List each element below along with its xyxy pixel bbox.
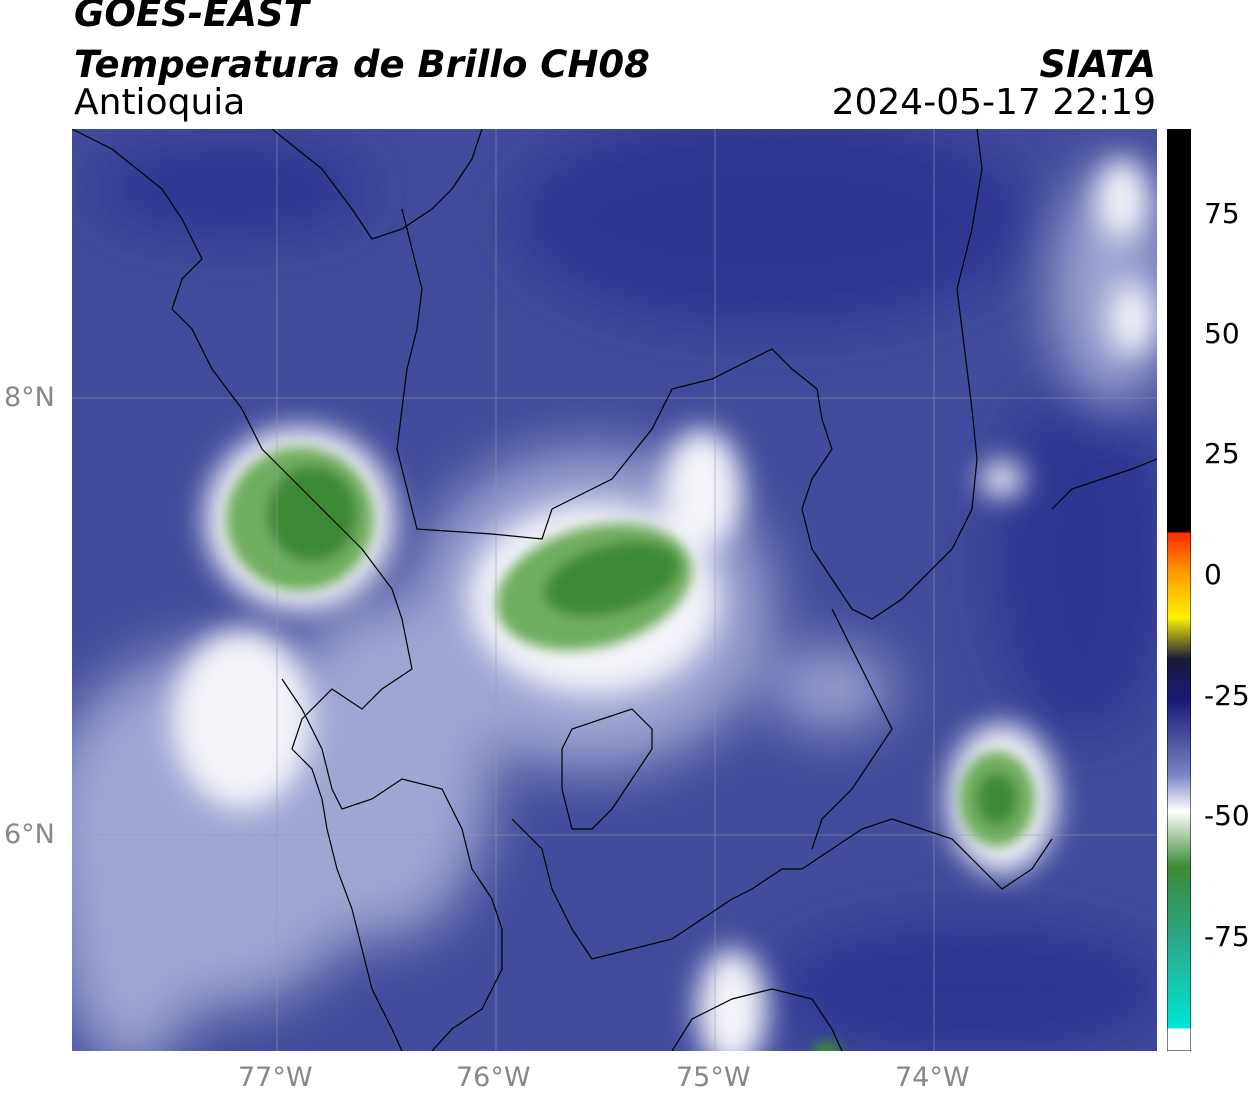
- southern-border: [511, 818, 1053, 960]
- west-inner-border: [281, 678, 503, 1051]
- lon-label-76w: 76°W: [456, 1062, 531, 1093]
- colorbar-tick-minus75: -75: [1204, 920, 1250, 953]
- convective-cores: [226, 447, 1035, 1051]
- river-border: [1051, 458, 1157, 510]
- satellite-title: GOES-EAST: [74, 0, 309, 35]
- south-edge-border: [671, 988, 843, 1051]
- lon-label-77w: 77°W: [238, 1062, 313, 1093]
- boundaries: [72, 129, 1157, 1051]
- datetime-label: 2024-05-17 22:19: [831, 82, 1156, 123]
- colorbar-tick-minus50: -50: [1204, 799, 1250, 832]
- lat-label-8n: 8°N: [4, 382, 55, 413]
- colorbar-gradient: [1167, 129, 1191, 1051]
- product-title: Temperatura de Brillo CH08: [74, 43, 650, 86]
- satellite-map: [72, 129, 1157, 1051]
- eastern-border: [811, 608, 893, 850]
- valle-border: [561, 708, 653, 830]
- lon-label-75w: 75°W: [676, 1062, 751, 1093]
- lon-label-74w: 74°W: [895, 1062, 970, 1093]
- gulf-coast: [271, 129, 483, 240]
- colorbar-tick-50: 50: [1204, 317, 1240, 350]
- gridlines: [72, 129, 1157, 1051]
- colorbar: [1167, 129, 1191, 1051]
- antioquia-border: [396, 129, 983, 620]
- lat-label-6n: 6°N: [4, 819, 55, 850]
- colorbar-tick-0: 0: [1204, 558, 1222, 591]
- colorbar-tick-minus25: -25: [1204, 679, 1250, 712]
- organization-label: SIATA: [1039, 43, 1156, 86]
- colorbar-tick-25: 25: [1204, 437, 1240, 470]
- colorbar-tick-75: 75: [1204, 197, 1240, 230]
- region-subtitle: Antioquia: [74, 82, 246, 123]
- dark-cloud-regions: [92, 129, 1157, 1051]
- coastline: [72, 129, 413, 1051]
